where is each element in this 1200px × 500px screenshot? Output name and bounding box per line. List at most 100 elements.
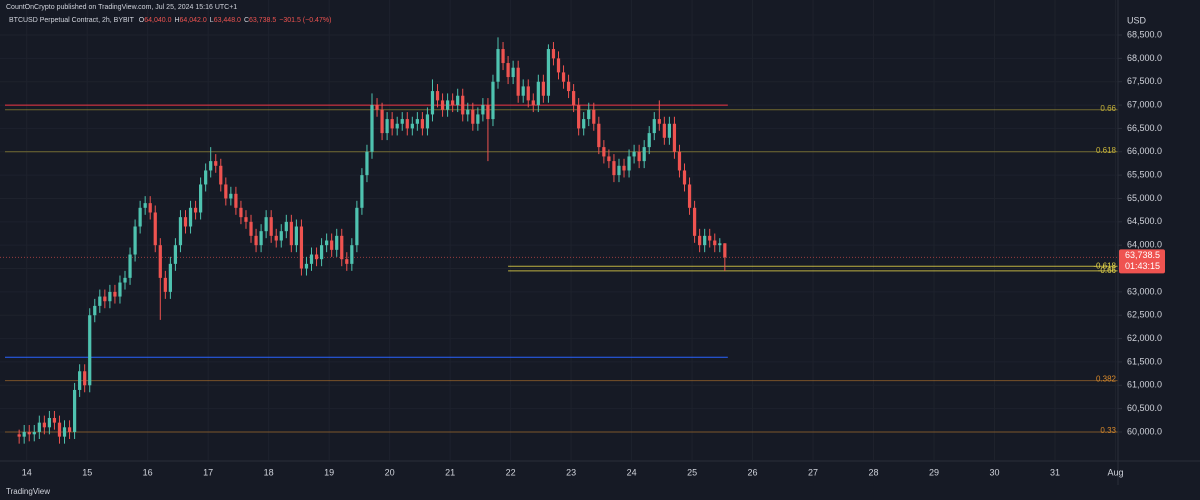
candle-body (511, 67, 515, 78)
candle-body (546, 49, 551, 96)
candle-body (415, 119, 419, 124)
candle-body (244, 217, 248, 222)
candle-body (123, 277, 127, 283)
candle-body (708, 235, 712, 241)
candle-body (219, 165, 223, 185)
x-tick-label: 25 (687, 467, 697, 477)
fib-label: 0.66 (1100, 104, 1116, 113)
candle-body (148, 203, 152, 213)
candle-body (284, 221, 288, 232)
candle-body (249, 221, 253, 236)
candle-body (143, 203, 147, 208)
candle-body (713, 240, 717, 246)
ohlc-prefix: O (139, 17, 145, 24)
x-tick-label: 19 (324, 467, 334, 477)
candle-body (158, 245, 162, 278)
x-tick-label: 16 (143, 467, 153, 477)
candle-body (138, 207, 142, 227)
candle-body (178, 217, 183, 246)
candle-body (400, 119, 404, 124)
ohlc-value: 64,042.0 (180, 17, 207, 24)
ohlc-prefix: L (210, 17, 214, 24)
candle-body (481, 105, 485, 115)
candle-body (83, 371, 87, 386)
candle-body (32, 431, 36, 435)
countdown: 01:43:15 (1125, 261, 1160, 271)
candle-body (350, 245, 354, 264)
candle-body (622, 165, 626, 171)
y-tick-label: 68,000.0 (1127, 53, 1162, 63)
brand: TradingView (6, 487, 50, 496)
candle-body (723, 243, 727, 258)
candle-body (62, 427, 67, 437)
candle-body (521, 86, 525, 96)
fib-label: 0.33 (1100, 426, 1116, 435)
fib-label: 0.618 (1096, 146, 1117, 155)
y-tick-label: 67,500.0 (1127, 76, 1162, 86)
y-tick-label: 62,000.0 (1127, 333, 1162, 343)
candle-body (22, 431, 26, 437)
candle-body (355, 207, 359, 246)
x-tick-label: 29 (929, 467, 939, 477)
candle-body (239, 207, 243, 218)
candle-body (425, 114, 430, 129)
candle-body (93, 305, 97, 316)
candle-body (471, 109, 475, 124)
candle-body (561, 72, 566, 82)
candle-body (214, 161, 218, 166)
candle-body (597, 123, 601, 148)
x-tick-label: 18 (264, 467, 274, 477)
candle-body (692, 207, 697, 236)
candle-body (667, 123, 672, 138)
candle-body (224, 184, 228, 199)
candle-body (380, 109, 384, 134)
candle-body (637, 151, 641, 162)
candle-body (405, 119, 409, 129)
candle-body (466, 109, 470, 115)
candle-body (113, 291, 117, 297)
candle-body (672, 123, 677, 152)
x-tick-label: 30 (989, 467, 999, 477)
candle-body (395, 123, 399, 129)
y-tick-label: 64,000.0 (1127, 240, 1162, 250)
price-tag (1119, 249, 1165, 274)
x-tick-label: 24 (627, 467, 637, 477)
candle-body (304, 263, 309, 269)
candle-body (279, 231, 283, 241)
candle-body (153, 212, 157, 246)
fib-label: -0.618 (1093, 261, 1116, 270)
candle-body (103, 296, 107, 302)
axes: 60,000.0 60,500.0 61,000.0 61,500.0 62,000.0… (22, 29, 1165, 477)
candle-body (118, 282, 122, 297)
candle-body (577, 105, 581, 129)
candle-body (199, 184, 203, 213)
candle-body (602, 147, 606, 157)
candle-body (365, 151, 369, 176)
candle-body (17, 434, 21, 437)
candle-body (37, 422, 41, 432)
candle-body (682, 170, 687, 185)
candle-body (435, 91, 440, 101)
candle-body (42, 422, 46, 428)
candle-body (456, 95, 460, 106)
candle-body (718, 243, 722, 246)
currency: USD (1127, 15, 1147, 25)
candle-body (385, 119, 389, 134)
y-tick-label: 66,500.0 (1127, 123, 1162, 133)
candles (17, 37, 727, 444)
candle-body (108, 291, 112, 302)
candle-body (375, 105, 379, 110)
candle-body (133, 226, 137, 255)
x-tick-label: 15 (82, 467, 92, 477)
candle-body (47, 417, 52, 428)
candle-body (582, 119, 586, 129)
candle-body (607, 156, 611, 162)
candle-body (309, 254, 314, 264)
candle-body (57, 422, 62, 437)
change: −301.5 (−0.47%) (279, 17, 331, 24)
candle-body (647, 133, 651, 148)
candle-body (335, 235, 339, 250)
fib-label: 0.382 (1096, 375, 1117, 384)
candle-body (440, 100, 445, 110)
